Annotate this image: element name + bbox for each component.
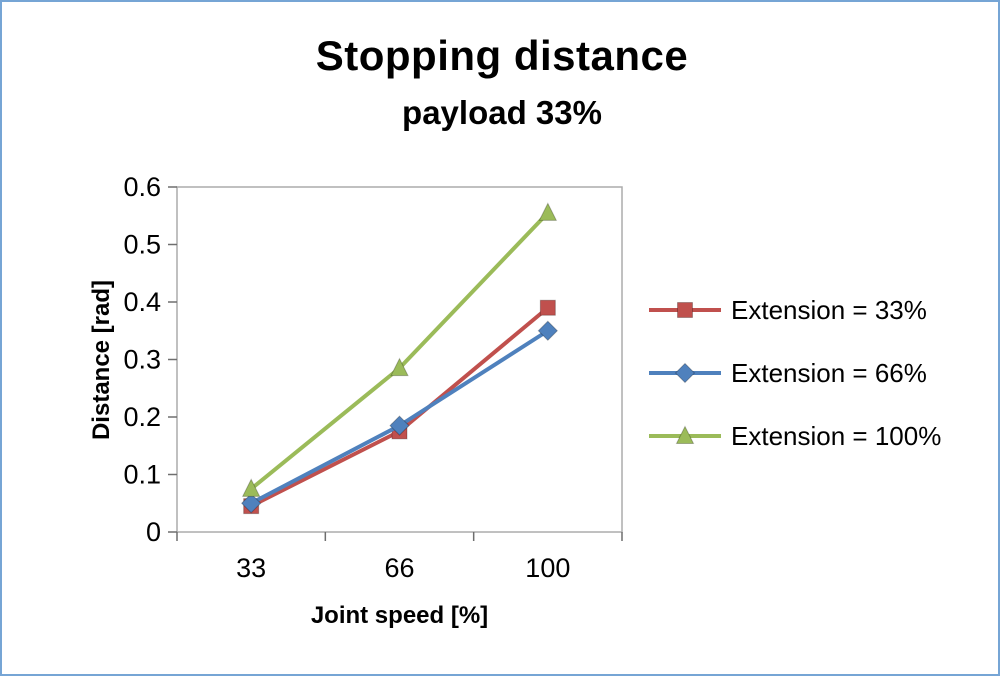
triangle-marker bbox=[390, 357, 409, 377]
x-tick-label: 66 bbox=[384, 553, 414, 583]
x-tick-label: 100 bbox=[525, 553, 570, 583]
diamond-marker bbox=[537, 320, 559, 341]
y-tick-label: 0.3 bbox=[123, 345, 161, 375]
legend-label: Extension = 33% bbox=[731, 294, 927, 325]
legend-item: Extension = 33% bbox=[647, 288, 941, 332]
y-axis-title: Distance [rad] bbox=[88, 279, 115, 441]
x-tick-label: 33 bbox=[236, 553, 266, 583]
legend-label: Extension = 66% bbox=[731, 357, 927, 388]
y-tick-label: 0.5 bbox=[123, 230, 161, 260]
diamond-marker bbox=[240, 493, 262, 514]
triangle-marker bbox=[241, 478, 261, 497]
legend-sample bbox=[649, 362, 721, 384]
square-marker bbox=[677, 302, 693, 318]
chart-title: Stopping distance bbox=[315, 32, 689, 79]
triangle-marker bbox=[675, 425, 695, 444]
y-tick-label: 0.6 bbox=[123, 172, 161, 202]
legend-item: Extension = 100% bbox=[647, 414, 941, 458]
y-tick-label: 0.2 bbox=[123, 402, 161, 432]
legend: Extension = 33% Extension = 66% Extensio… bbox=[647, 288, 941, 458]
y-tick-label: 0 bbox=[146, 517, 161, 547]
triangle-marker bbox=[538, 202, 558, 221]
legend-sample bbox=[649, 302, 721, 318]
legend-sample bbox=[649, 425, 721, 444]
legend-item: Extension = 66% bbox=[647, 351, 941, 395]
diamond-marker bbox=[674, 362, 696, 384]
square-marker bbox=[539, 299, 556, 316]
y-tick-label: 0.4 bbox=[123, 287, 161, 317]
y-tick-label: 0.1 bbox=[123, 460, 161, 490]
chart-subtitle: payload 33% bbox=[402, 94, 602, 131]
x-axis-title: Joint speed [%] bbox=[310, 602, 489, 629]
legend-label: Extension = 100% bbox=[731, 420, 942, 451]
diamond-marker bbox=[389, 415, 410, 436]
